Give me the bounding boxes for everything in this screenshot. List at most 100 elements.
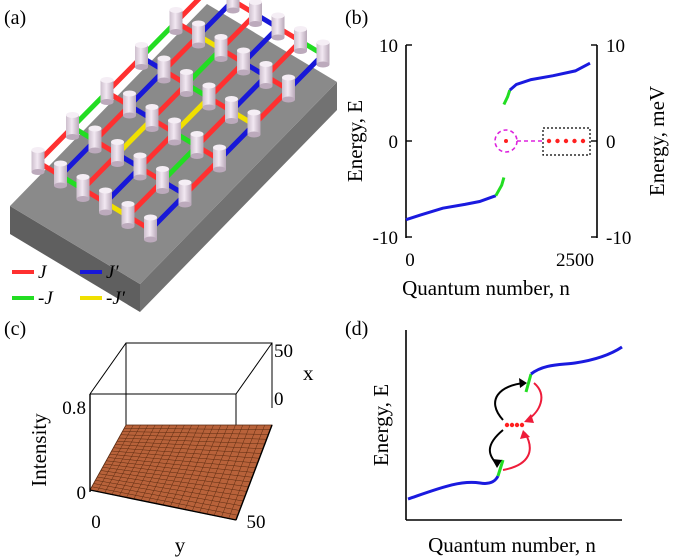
b-ytick-left: -10 (373, 228, 398, 249)
lattice-pillar-base (145, 126, 159, 132)
c-grid-line (115, 444, 262, 454)
c-xtick: 0 (274, 389, 284, 410)
lattice-pillar-base (133, 174, 147, 181)
lattice-pillar (121, 204, 135, 226)
c-grid-line (109, 454, 256, 468)
d-upper-band (530, 345, 623, 376)
lattice-pillar (213, 147, 226, 170)
c-box-back (89, 342, 273, 408)
lattice-pillar (157, 58, 171, 81)
lattice-pillar-top (121, 201, 135, 207)
c-grid-line (213, 424, 251, 516)
lattice-pillar-base (259, 83, 273, 89)
b-series-line-2 (502, 89, 512, 106)
lattice-pillar-base (180, 91, 193, 97)
lattice-pillar-top (99, 187, 112, 194)
b-series-line-1 (494, 177, 506, 197)
lattice-pillar-top (111, 139, 124, 145)
panel-d-schematic: Energy, E Quantum number, n (369, 330, 623, 557)
lattice-substrate (10, 4, 337, 312)
b-edge-dot (504, 139, 508, 143)
d-xlabel: Quantum number, n (428, 533, 596, 557)
panel-c-label: (c) (4, 318, 26, 340)
lattice-pillar-top (31, 147, 45, 153)
d-arrow-black-up (494, 382, 526, 421)
lattice-pillar (88, 128, 102, 151)
lattice-pillar (249, 2, 262, 24)
lattice-pillar-base (135, 64, 148, 70)
lattice-pillar-top (213, 144, 226, 151)
lattice-pillar-top (100, 77, 114, 83)
c-grid-line (184, 424, 222, 510)
lattice-pillar-top (202, 82, 216, 89)
b-ytick-right: -10 (606, 228, 631, 249)
lattice-pillar (99, 190, 112, 213)
lattice-pillar (247, 112, 261, 135)
legend-label-Jprime: J′ (106, 262, 119, 283)
legend-label-J: J (38, 262, 48, 283)
lattice-pillar (66, 115, 79, 137)
c-xlabel: x (303, 361, 314, 385)
c-ytick: 50 (247, 512, 266, 533)
lattice-pillar (202, 85, 216, 108)
lattice-pillar (31, 150, 45, 172)
lattice-pillar-base (156, 188, 169, 194)
lattice-pillar-base (192, 42, 205, 49)
b-edge-state-dot (546, 138, 552, 144)
c-xtick: 50 (274, 341, 293, 362)
lattice-pillar-base (31, 169, 45, 175)
d-upper-green-segment (524, 373, 533, 393)
b-ytick-left: 10 (379, 36, 398, 57)
lattice-pillar-top (214, 34, 228, 40)
c-grid-line (124, 428, 271, 430)
b-edge-states (546, 138, 586, 144)
d-edge-dot (504, 422, 510, 428)
c-x-axis (235, 424, 273, 521)
lattice-pillar (192, 23, 205, 46)
c-ztick: 0.8 (62, 398, 86, 419)
c-grid-line (228, 424, 265, 519)
lattice-pillar-top (145, 104, 159, 110)
c-grid-line (116, 441, 264, 449)
lattice-pillar-base (169, 29, 183, 35)
lattice-pillar (145, 107, 159, 129)
b-ytick-right: 10 (606, 36, 625, 57)
lattice-pillar (226, 0, 240, 11)
lattice-pillar-base (100, 99, 114, 105)
lattice-pillar (259, 64, 273, 86)
lattice-pillar-top (54, 160, 67, 167)
lattice-pillar (180, 72, 193, 94)
lattice-pillar-top (76, 174, 90, 180)
lattice-pillar-top (192, 20, 205, 27)
lattice (31, 0, 330, 243)
c-grid-line (111, 450, 258, 464)
d-edge-dot (514, 422, 520, 428)
lattice-pillar (294, 29, 307, 51)
lattice-pillar-base (247, 131, 261, 138)
b-series-line-3 (508, 61, 591, 92)
bond-legend: J J′ -J -J′ (12, 262, 126, 309)
b-xtick: 2500 (556, 250, 594, 271)
lattice-pillar-base (316, 61, 330, 68)
lattice-pillar (54, 163, 67, 186)
lattice-pillar-base (144, 236, 157, 243)
d-arrow-head (520, 430, 530, 439)
lattice-pillar (225, 99, 238, 121)
lattice-pillar-top (144, 214, 157, 221)
lattice-pillar-top (168, 117, 181, 124)
c-grid-line (191, 424, 229, 512)
lattice-pillar-top (180, 69, 193, 75)
b-series-line-0 (405, 194, 497, 222)
lattice-pillar-top (225, 96, 238, 102)
lattice-pillar (169, 10, 183, 32)
d-arrow-head (492, 459, 502, 468)
b-ytick-right: 0 (606, 132, 616, 153)
b-edge-state-dot (555, 138, 560, 144)
lattice-pillar (123, 93, 136, 116)
d-edge-dot (509, 422, 515, 428)
lattice-pillar-base (282, 96, 295, 103)
d-arrow-red-down (526, 382, 543, 421)
b-ytick-left: 0 (389, 132, 399, 153)
c-grid-line (122, 431, 269, 435)
